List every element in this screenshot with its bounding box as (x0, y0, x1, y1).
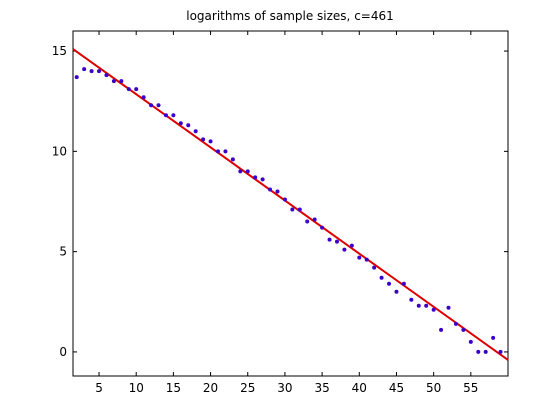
x-tick-label: 50 (426, 381, 441, 395)
x-tick-label: 25 (240, 381, 255, 395)
data-point (282, 197, 287, 202)
data-point (334, 239, 339, 244)
data-point (439, 327, 444, 332)
data-points (74, 67, 503, 354)
data-point (401, 281, 406, 286)
data-point (394, 289, 399, 294)
fit-line-group (72, 48, 509, 361)
fit-line (72, 48, 509, 361)
data-point (126, 87, 131, 92)
y-tick-label: 15 (52, 44, 67, 58)
data-point (201, 137, 206, 142)
y-tick-label: 10 (52, 144, 67, 158)
x-tick-label: 15 (166, 381, 181, 395)
x-tick-label: 10 (129, 381, 144, 395)
data-point (253, 175, 258, 180)
data-point (446, 305, 451, 310)
x-tick-label: 30 (277, 381, 292, 395)
data-point (349, 243, 354, 248)
data-point (97, 69, 102, 74)
data-point (327, 237, 332, 242)
x-tick-label: 20 (203, 381, 218, 395)
x-tick-label: 55 (463, 381, 478, 395)
data-point (74, 75, 79, 80)
data-point (141, 95, 146, 100)
y-tick-label: 5 (59, 245, 67, 259)
x-tick-label: 40 (352, 381, 367, 395)
data-point (387, 281, 392, 286)
data-point (320, 225, 325, 230)
data-point (364, 257, 369, 262)
data-point (119, 79, 124, 84)
data-point (416, 303, 421, 308)
data-point (156, 103, 161, 108)
data-point (134, 87, 139, 92)
data-point (431, 307, 436, 312)
data-point (468, 339, 473, 344)
data-point (476, 349, 481, 354)
data-point (372, 265, 377, 270)
data-point (230, 157, 235, 162)
data-point (409, 297, 414, 302)
x-tick-label: 5 (95, 381, 103, 395)
data-point (89, 69, 94, 74)
data-point (379, 275, 384, 280)
plot-frame (72, 30, 509, 377)
data-point (357, 255, 362, 260)
data-point (104, 73, 109, 78)
data-point (275, 189, 280, 194)
data-point (245, 169, 250, 174)
data-point (342, 247, 347, 252)
data-point (453, 321, 458, 326)
data-point (260, 177, 265, 182)
data-point (163, 113, 168, 118)
axis-ticks (73, 31, 508, 376)
data-point (82, 67, 87, 72)
data-point (186, 123, 191, 128)
data-point (171, 113, 176, 118)
x-tick-label: 45 (389, 381, 404, 395)
data-point (223, 149, 228, 154)
data-point (297, 207, 302, 212)
data-point (305, 219, 310, 224)
data-point (238, 169, 243, 174)
axis-tick-labels: 5 10 15 20 25 30 35 40 45 50 55 0 5 10 15 (52, 44, 479, 395)
data-point (193, 129, 198, 134)
data-point (461, 327, 466, 332)
data-point (149, 103, 154, 108)
chart-title: logarithms of sample sizes, c=461 (186, 9, 394, 23)
data-point (424, 303, 429, 308)
data-point (178, 121, 183, 126)
data-point (498, 349, 503, 354)
data-point (111, 79, 116, 84)
data-point (312, 217, 317, 222)
data-point (290, 207, 295, 212)
y-tick-label: 0 (59, 345, 67, 359)
data-point (483, 349, 488, 354)
data-point (208, 139, 213, 144)
data-point (268, 187, 273, 192)
data-point (216, 149, 220, 154)
x-tick-label: 35 (314, 381, 329, 395)
data-point (491, 335, 496, 340)
